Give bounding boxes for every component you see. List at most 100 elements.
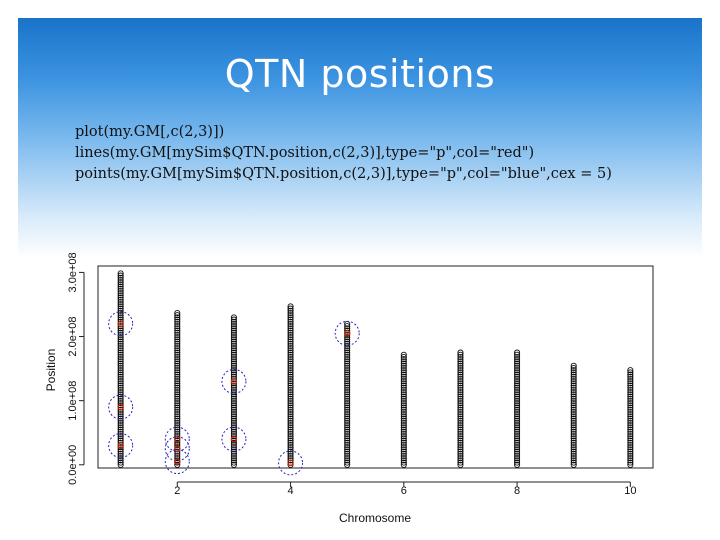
data-point [117, 287, 124, 295]
data-point [174, 386, 181, 394]
data-point [457, 415, 464, 422]
data-point [514, 439, 521, 446]
data-point [457, 459, 464, 466]
data-point [287, 384, 294, 391]
data-point [174, 353, 181, 361]
data-point [514, 353, 521, 361]
data-point [457, 455, 464, 462]
data-point [514, 406, 521, 413]
data-point [287, 426, 294, 433]
data-point [570, 380, 577, 387]
qtn-blue-circle [108, 433, 134, 459]
data-point [514, 384, 521, 391]
data-point [287, 364, 294, 372]
data-point [344, 457, 351, 464]
data-point [344, 360, 351, 367]
data-point [344, 402, 351, 409]
data-point [457, 360, 464, 367]
data-point [457, 371, 464, 378]
data-point [400, 386, 407, 394]
data-point [287, 342, 294, 350]
data-point [570, 400, 577, 407]
data-point [287, 309, 294, 317]
data-point [457, 353, 464, 361]
x-tick-label: 2 [174, 485, 180, 497]
data-point [117, 327, 124, 334]
data-point [457, 389, 464, 396]
data-point [174, 371, 181, 378]
data-point [570, 367, 577, 374]
data-point [570, 411, 577, 418]
data-point [230, 415, 237, 422]
data-point [457, 364, 464, 372]
data-point [287, 422, 294, 429]
data-point [230, 318, 237, 325]
data-point [514, 461, 521, 468]
data-point [287, 428, 294, 435]
x-axis-label: Chromosome [339, 511, 411, 525]
data-point [627, 415, 634, 422]
data-point [117, 309, 124, 317]
data-point [287, 446, 294, 453]
data-point [344, 459, 351, 466]
chromosome-points-3 [230, 314, 237, 468]
data-point [570, 375, 577, 383]
data-point [400, 362, 407, 369]
data-point [627, 389, 634, 396]
data-point [344, 375, 351, 383]
chromosome-points-7 [457, 349, 464, 468]
data-point [117, 276, 124, 284]
data-point [344, 395, 351, 402]
data-point [514, 408, 521, 416]
data-point [117, 323, 124, 330]
qtn-red-point [117, 320, 124, 327]
data-point [457, 411, 464, 418]
data-point [174, 336, 181, 343]
data-point [344, 349, 351, 356]
data-point [627, 452, 634, 460]
data-point [287, 360, 294, 367]
data-point [287, 367, 294, 374]
data-point [117, 362, 124, 369]
data-point [174, 316, 181, 323]
data-point [117, 318, 124, 325]
data-point [514, 411, 521, 418]
qtn-red-point [117, 442, 124, 449]
plot-frame [97, 265, 654, 469]
qtn-red-point [287, 459, 294, 467]
chromosome-points-2 [174, 309, 181, 468]
data-point [117, 281, 124, 288]
data-point [230, 457, 237, 464]
data-point [117, 364, 124, 372]
data-point [230, 406, 237, 413]
y-tick-label: 0.0e+00 [67, 445, 79, 485]
data-point [344, 411, 351, 418]
data-point [627, 441, 634, 449]
data-point [230, 417, 237, 424]
data-point [400, 367, 407, 374]
data-point [400, 375, 407, 383]
data-point [174, 349, 181, 356]
data-point [627, 397, 634, 405]
data-point [117, 338, 124, 345]
data-point [344, 338, 351, 345]
data-point [457, 404, 464, 411]
data-point [514, 393, 521, 400]
data-point [287, 356, 294, 363]
data-point [174, 428, 181, 435]
data-point [400, 353, 407, 361]
data-point [287, 320, 294, 328]
data-point [570, 378, 577, 385]
data-point [174, 309, 181, 317]
data-point [514, 400, 521, 407]
data-point [230, 411, 237, 418]
data-point [400, 446, 407, 453]
data-point [570, 393, 577, 400]
data-point [287, 375, 294, 383]
data-point [457, 433, 464, 440]
data-point [117, 369, 124, 376]
data-point [117, 298, 124, 306]
data-point [174, 369, 181, 376]
data-point [457, 393, 464, 400]
data-point [514, 360, 521, 367]
